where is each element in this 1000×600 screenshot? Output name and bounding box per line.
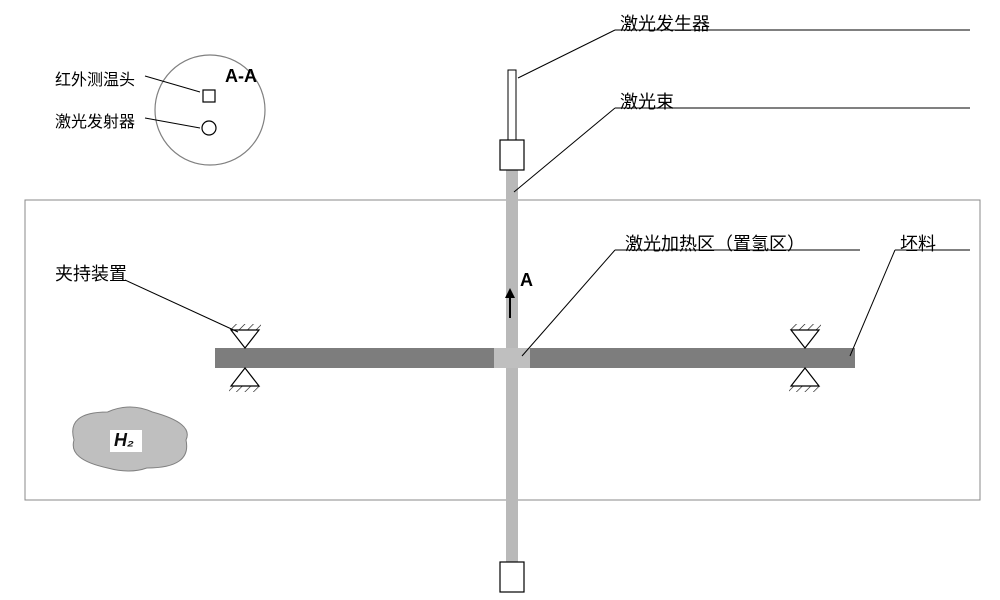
- label-h2: H₂: [114, 430, 134, 451]
- diagram-stage: [0, 0, 1000, 595]
- blank-bar: [215, 348, 855, 368]
- laser-emitter-icon: [202, 121, 216, 135]
- clamp-right-top-icon-base: [789, 324, 821, 330]
- label-laser-emitter: 激光发射器: [55, 108, 135, 132]
- label-laser-generator: 激光发生器: [620, 10, 710, 36]
- diagram-svg: [0, 0, 1000, 595]
- leader-laser-beam: [514, 108, 615, 192]
- laser-generator-bottom: [500, 562, 524, 592]
- laser-generator-top-stem: [508, 70, 516, 140]
- label-section-aa: A-A: [225, 66, 257, 87]
- leader-laser-generator: [518, 30, 615, 78]
- heated-zone: [494, 348, 530, 368]
- clamp-left-top-icon-base: [229, 324, 261, 330]
- label-clamp: 夹持装置: [55, 260, 127, 286]
- label-blank: 坯料: [900, 230, 936, 256]
- clamp-left-bottom-icon-base: [229, 386, 261, 392]
- label-laser-beam: 激光束: [620, 88, 674, 114]
- label-arrow-a: A: [520, 270, 533, 291]
- clamp-right-bottom-icon-base: [789, 386, 821, 392]
- laser-generator-top: [500, 140, 524, 170]
- label-heating-zone: 激光加热区（置氢区）: [625, 230, 805, 256]
- ir-sensor-icon: [203, 90, 215, 102]
- label-ir-sensor: 红外测温头: [55, 66, 135, 90]
